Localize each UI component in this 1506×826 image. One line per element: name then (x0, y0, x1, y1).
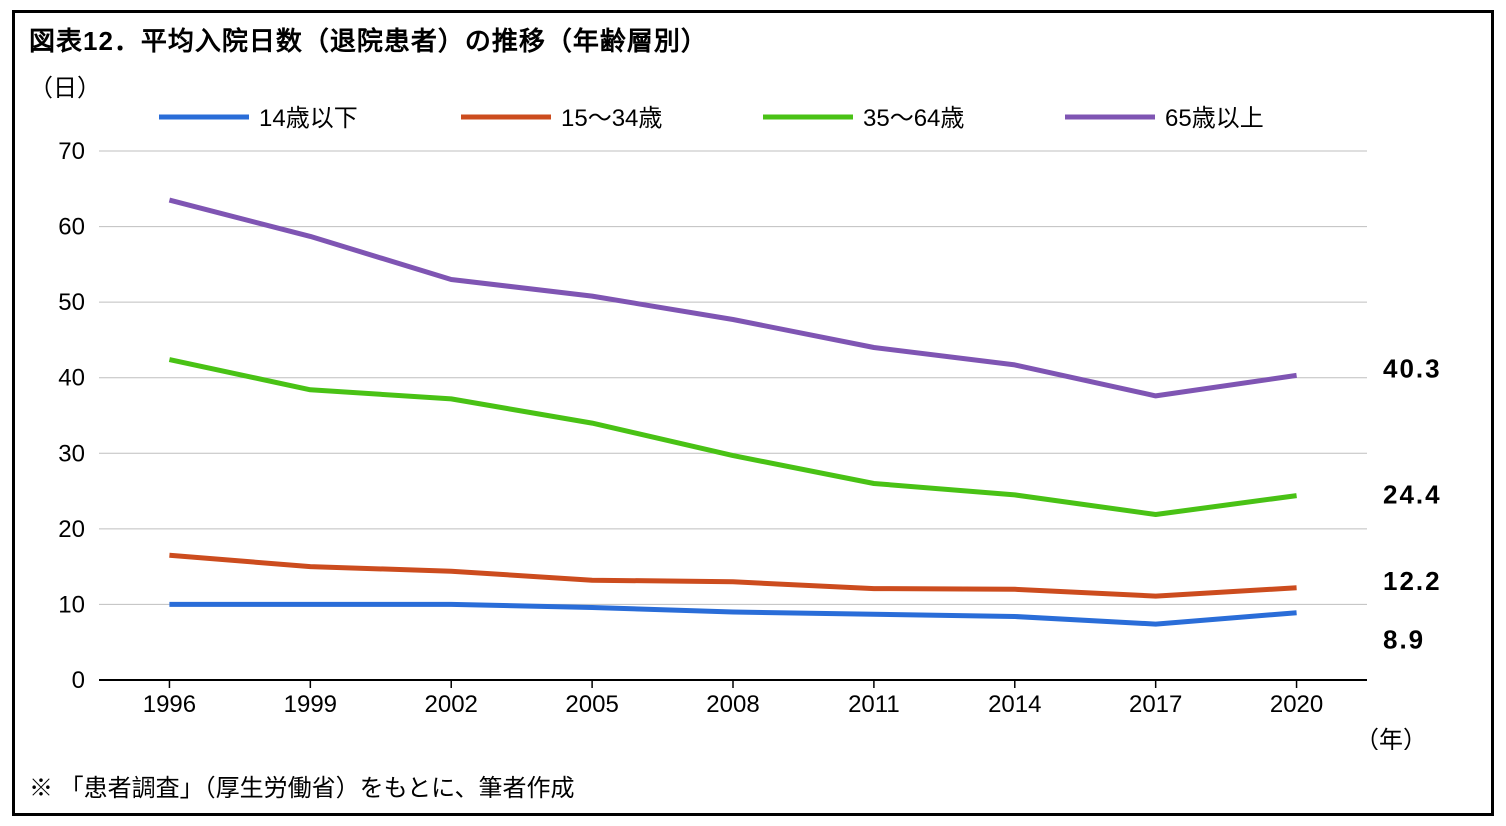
series-line (169, 555, 1296, 596)
x-tick-label: 1999 (284, 691, 337, 718)
y-axis-unit-label: （日） (29, 68, 1477, 103)
x-tick-label: 2005 (565, 691, 618, 718)
legend-label: 15～34歳 (561, 105, 662, 132)
series-end-label: 40.3 (1383, 353, 1442, 383)
y-tick-label: 20 (58, 516, 85, 543)
legend-label: 35～64歳 (863, 105, 964, 132)
x-tick-label: 2017 (1129, 691, 1182, 718)
x-tick-label: 2008 (706, 691, 759, 718)
legend-label: 65歳以上 (1165, 105, 1264, 132)
x-axis-unit-label: （年） (1355, 727, 1427, 750)
x-tick-label: 2014 (988, 691, 1041, 718)
series-end-label: 24.4 (1383, 480, 1442, 510)
outer-frame: 図表12．平均入院日数（退院患者）の推移（年齢層別） （日） 0 10 20 30 40… (0, 0, 1506, 826)
series-line (169, 604, 1296, 624)
y-tick-label: 40 (58, 365, 85, 392)
chart-panel: 図表12．平均入院日数（退院患者）の推移（年齢層別） （日） 0 10 20 30 40… (12, 10, 1494, 816)
y-tick-label: 50 (58, 289, 85, 316)
series-end-label: 12.2 (1383, 566, 1442, 596)
chart-title: 図表12．平均入院日数（退院患者）の推移（年齢層別） (29, 21, 1477, 58)
legend-label: 14歳以下 (259, 105, 358, 132)
y-tick-label: 70 (58, 138, 85, 165)
y-tick-label: 30 (58, 440, 85, 467)
chart-footnote: ※ 「患者調査」（厚生労働省）をもとに、筆者作成 (29, 768, 1477, 803)
y-tick-label: 0 (72, 667, 85, 694)
series-end-label: 8.9 (1383, 625, 1425, 655)
y-tick-label: 10 (58, 591, 85, 618)
x-tick-label: 1996 (143, 691, 196, 718)
x-tick-label: 2011 (848, 691, 900, 718)
line-chart-svg: 0 10 20 30 40 50 60 70 1996 1999 2002 2005 2008 2011 2… (29, 103, 1477, 750)
y-tick-label: 60 (58, 214, 85, 241)
x-tick-label: 2020 (1270, 691, 1323, 718)
x-tick-label: 2002 (425, 691, 478, 718)
chart-area: 0 10 20 30 40 50 60 70 1996 1999 2002 2005 2008 2011 2… (29, 103, 1477, 750)
series-line (169, 360, 1296, 515)
series-line (169, 200, 1296, 396)
